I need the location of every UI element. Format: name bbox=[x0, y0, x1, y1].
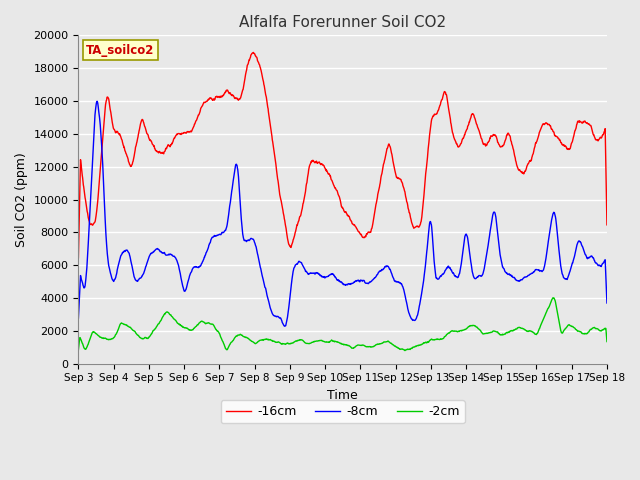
-2cm bbox=[603, 339, 611, 345]
-16cm bbox=[603, 222, 611, 228]
-2cm bbox=[299, 337, 307, 343]
-16cm bbox=[250, 49, 257, 55]
-16cm bbox=[75, 255, 83, 261]
-8cm bbox=[300, 264, 307, 269]
-2cm bbox=[549, 295, 557, 300]
-8cm bbox=[603, 300, 611, 306]
-8cm bbox=[320, 274, 328, 280]
Y-axis label: Soil CO2 (ppm): Soil CO2 (ppm) bbox=[15, 152, 28, 247]
Line: -16cm: -16cm bbox=[79, 52, 607, 258]
-2cm bbox=[137, 335, 145, 341]
-16cm bbox=[137, 120, 145, 126]
-8cm bbox=[116, 257, 124, 263]
Text: TA_soilco2: TA_soilco2 bbox=[86, 44, 155, 57]
Title: Alfalfa Forerunner Soil CO2: Alfalfa Forerunner Soil CO2 bbox=[239, 15, 446, 30]
-16cm bbox=[376, 184, 383, 190]
-8cm bbox=[93, 98, 101, 104]
-16cm bbox=[115, 132, 123, 138]
Line: -8cm: -8cm bbox=[79, 101, 607, 326]
-2cm bbox=[115, 324, 123, 329]
-8cm bbox=[310, 271, 318, 276]
-8cm bbox=[281, 324, 289, 329]
-2cm bbox=[401, 348, 409, 353]
-8cm bbox=[138, 275, 145, 280]
X-axis label: Time: Time bbox=[327, 389, 358, 402]
-2cm bbox=[75, 347, 83, 353]
-2cm bbox=[319, 338, 327, 344]
-8cm bbox=[75, 315, 83, 321]
Line: -2cm: -2cm bbox=[79, 298, 607, 350]
-16cm bbox=[310, 158, 318, 164]
-2cm bbox=[375, 341, 383, 347]
-8cm bbox=[376, 268, 384, 274]
-16cm bbox=[299, 201, 307, 206]
-2cm bbox=[310, 339, 317, 345]
-16cm bbox=[319, 163, 327, 168]
Legend: -16cm, -8cm, -2cm: -16cm, -8cm, -2cm bbox=[221, 400, 465, 423]
